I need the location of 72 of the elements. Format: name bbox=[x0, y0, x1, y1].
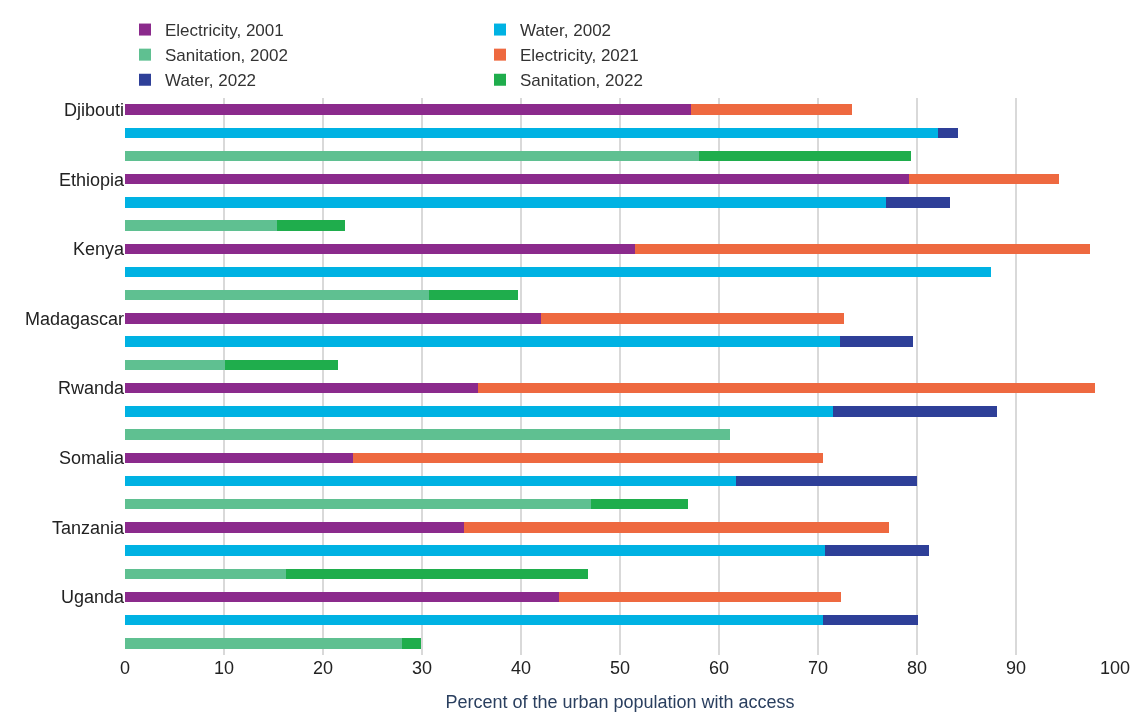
x-tick-label: 40 bbox=[510, 658, 532, 678]
bar bbox=[352, 452, 823, 463]
y-tick-label: Rwanda bbox=[57, 378, 125, 399]
bar bbox=[735, 475, 917, 487]
bar bbox=[125, 359, 225, 371]
bar bbox=[125, 290, 429, 301]
bar bbox=[125, 243, 635, 255]
x-axis-title: Percent of the urban population with access bbox=[445, 692, 795, 713]
x-tick-label: 80 bbox=[906, 658, 928, 678]
bar bbox=[558, 591, 841, 603]
x-tick-label: 0 bbox=[119, 658, 131, 678]
bar bbox=[286, 568, 589, 579]
bar bbox=[125, 498, 592, 510]
bar bbox=[824, 545, 929, 556]
bar bbox=[822, 614, 918, 626]
bar bbox=[125, 406, 833, 417]
bar bbox=[125, 150, 700, 162]
y-tick-label: Somalia bbox=[58, 448, 125, 469]
x-tick-label: 100 bbox=[1099, 658, 1131, 678]
legend-label: Electricity, 2001 bbox=[165, 21, 284, 41]
x-tick-label: 30 bbox=[411, 658, 433, 678]
x-tick-label: 50 bbox=[609, 658, 631, 678]
x-tick-label: 20 bbox=[312, 658, 334, 678]
bar bbox=[125, 545, 825, 556]
bar bbox=[125, 313, 541, 324]
legend-label: Water, 2022 bbox=[165, 71, 257, 91]
bar bbox=[125, 127, 938, 139]
bar bbox=[277, 220, 345, 231]
bar bbox=[937, 127, 958, 139]
bar bbox=[125, 475, 736, 487]
bar bbox=[125, 220, 278, 231]
y-tick-label: Djibouti bbox=[63, 99, 124, 120]
bar bbox=[909, 174, 1059, 185]
bar bbox=[125, 429, 730, 440]
bar bbox=[839, 336, 914, 347]
bar bbox=[886, 197, 950, 208]
legend-label: Water, 2002 bbox=[520, 21, 612, 41]
legend-label: Electricity, 2021 bbox=[520, 46, 639, 66]
bar bbox=[699, 150, 912, 162]
legend-label: Sanitation, 2022 bbox=[520, 71, 643, 91]
bar bbox=[463, 522, 890, 533]
bar bbox=[691, 104, 852, 115]
bar bbox=[125, 522, 464, 533]
bar bbox=[125, 174, 910, 185]
bar bbox=[478, 382, 1096, 394]
bar bbox=[125, 568, 287, 579]
bar bbox=[634, 243, 1091, 255]
x-tick-label: 10 bbox=[213, 658, 235, 678]
bar bbox=[125, 336, 840, 347]
bar bbox=[540, 313, 844, 324]
bar bbox=[591, 498, 689, 510]
y-tick-label: Kenya bbox=[72, 239, 125, 260]
x-tick-label: 70 bbox=[807, 658, 829, 678]
bar bbox=[125, 197, 887, 208]
legend-label: Sanitation, 2002 bbox=[165, 46, 288, 66]
bar bbox=[125, 266, 992, 278]
bar bbox=[125, 382, 479, 394]
bar bbox=[125, 591, 559, 603]
bar bbox=[125, 638, 403, 649]
bar bbox=[125, 452, 353, 463]
y-tick-label: Madagascar bbox=[24, 308, 124, 329]
y-tick-label: Ethiopia bbox=[58, 169, 125, 190]
bar bbox=[428, 290, 519, 301]
bar bbox=[125, 614, 823, 626]
x-tick-label: 90 bbox=[1005, 658, 1027, 678]
y-tick-label: Tanzania bbox=[51, 517, 125, 538]
x-tick-label: 60 bbox=[708, 658, 730, 678]
bar bbox=[224, 359, 338, 371]
y-tick-label: Uganda bbox=[60, 587, 125, 608]
bar bbox=[402, 638, 422, 649]
bar bbox=[125, 104, 692, 115]
bar bbox=[832, 406, 998, 417]
